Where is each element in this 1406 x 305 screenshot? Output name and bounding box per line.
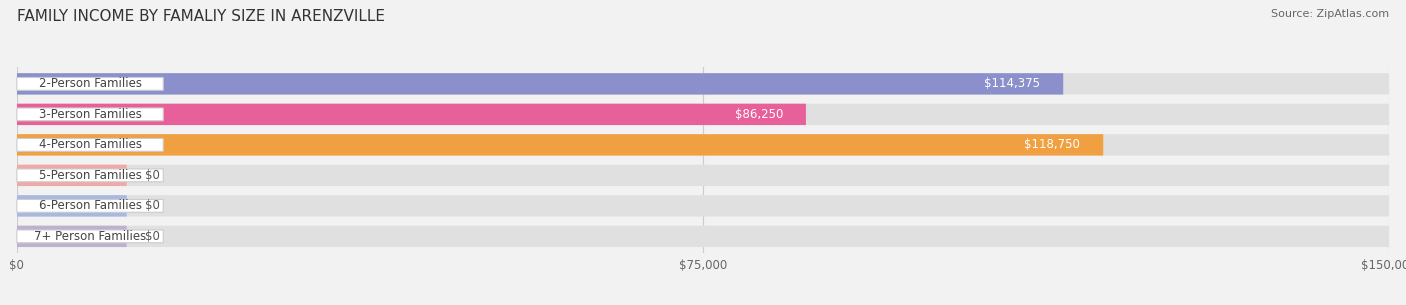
FancyBboxPatch shape	[17, 230, 163, 243]
FancyBboxPatch shape	[17, 77, 163, 90]
FancyBboxPatch shape	[17, 169, 163, 182]
Text: 7+ Person Families: 7+ Person Families	[34, 230, 146, 243]
FancyBboxPatch shape	[17, 104, 1389, 125]
Text: FAMILY INCOME BY FAMALIY SIZE IN ARENZVILLE: FAMILY INCOME BY FAMALIY SIZE IN ARENZVI…	[17, 9, 385, 24]
FancyBboxPatch shape	[17, 138, 163, 151]
Text: 2-Person Families: 2-Person Families	[38, 77, 142, 90]
FancyBboxPatch shape	[17, 165, 1389, 186]
Text: 5-Person Families: 5-Person Families	[38, 169, 142, 182]
Text: $86,250: $86,250	[735, 108, 783, 121]
FancyBboxPatch shape	[17, 195, 1389, 217]
FancyBboxPatch shape	[17, 104, 806, 125]
FancyBboxPatch shape	[17, 134, 1104, 156]
FancyBboxPatch shape	[17, 226, 127, 247]
FancyBboxPatch shape	[17, 165, 127, 186]
Text: 6-Person Families: 6-Person Families	[38, 199, 142, 212]
Text: $0: $0	[145, 199, 160, 212]
FancyBboxPatch shape	[17, 199, 163, 212]
Text: Source: ZipAtlas.com: Source: ZipAtlas.com	[1271, 9, 1389, 19]
Text: $0: $0	[145, 230, 160, 243]
Text: $0: $0	[145, 169, 160, 182]
FancyBboxPatch shape	[17, 73, 1389, 95]
FancyBboxPatch shape	[17, 73, 1063, 95]
Text: $118,750: $118,750	[1025, 138, 1080, 151]
FancyBboxPatch shape	[17, 134, 1389, 156]
Text: 4-Person Families: 4-Person Families	[38, 138, 142, 151]
Text: 3-Person Families: 3-Person Families	[38, 108, 142, 121]
FancyBboxPatch shape	[17, 108, 163, 121]
FancyBboxPatch shape	[17, 195, 127, 217]
FancyBboxPatch shape	[17, 226, 1389, 247]
Text: $114,375: $114,375	[984, 77, 1040, 90]
